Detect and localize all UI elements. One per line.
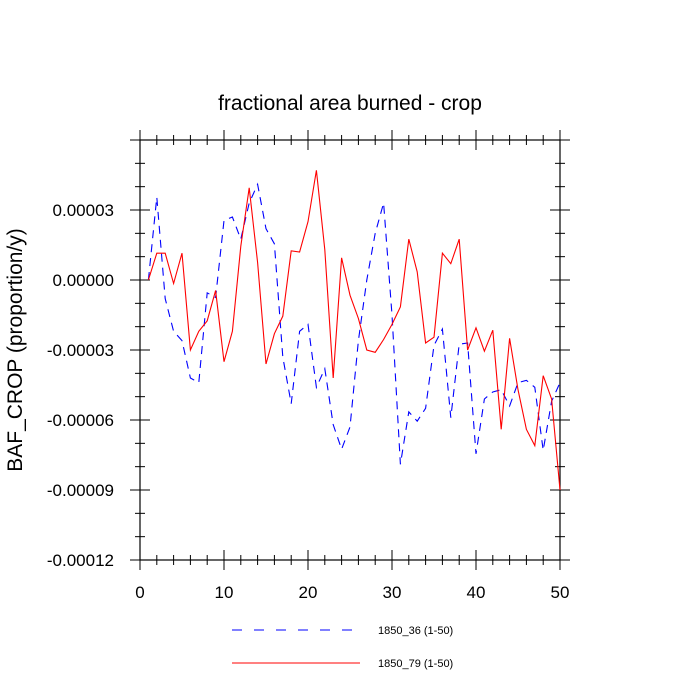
x-tick-label: 0: [135, 583, 144, 602]
legend: 1850_36 (1-50) 1850_79 (1-50): [232, 625, 453, 670]
legend-label-1: 1850_36 (1-50): [378, 625, 453, 637]
y-tick-label: 0.00003: [53, 201, 114, 220]
plot-frame: [139, 139, 561, 561]
y-tick-label: -0.00012: [47, 551, 114, 570]
x-tick-label: 30: [383, 583, 402, 602]
x-tick-label: 20: [299, 583, 318, 602]
y-tick-label: 0.00000: [53, 271, 114, 290]
chart-title: fractional area burned - crop: [218, 92, 482, 115]
series-line-2: [147, 170, 561, 491]
plot-area: 0 10 20 30 40 50 -0.00012 -0.00009 -0.00006 -0.00…: [47, 130, 570, 602]
y-tick-label: -0.00006: [47, 411, 114, 430]
legend-label-2: 1850_79 (1-50): [378, 658, 453, 670]
series-line-1: [147, 182, 561, 465]
y-tick-label: -0.00009: [47, 481, 114, 500]
y-axis-label: BAF_CROP (proportion/y): [4, 228, 27, 472]
y-tick-label: -0.00003: [47, 341, 114, 360]
x-tick-label: 40: [467, 583, 486, 602]
x-tick-label: 50: [551, 583, 570, 602]
x-tick-label: 10: [215, 583, 234, 602]
